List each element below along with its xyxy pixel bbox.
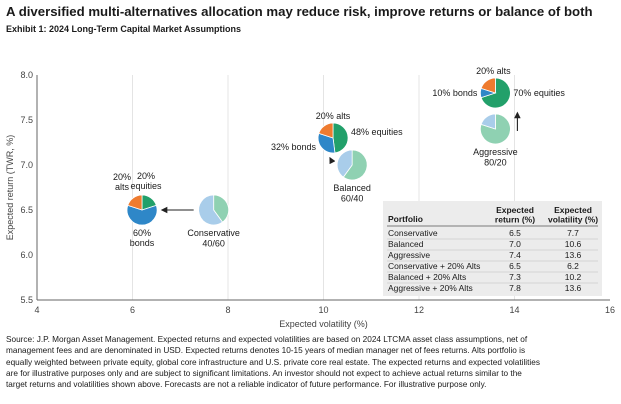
y-tick-label: 5.5 (20, 295, 33, 305)
alts-0-bonds-slice (126, 204, 158, 226)
x-axis-title: Expected volatility (%) (279, 319, 368, 329)
footnote-line: management fees and are denominated in U… (6, 346, 526, 356)
table-cell-portfolio: Aggressive (388, 250, 430, 260)
y-tick-label: 7.5 (20, 115, 33, 125)
baseline-0-equities-slice (213, 194, 229, 223)
baseline-2-bonds-slice (480, 113, 496, 130)
baseline-1-equities-slice (342, 149, 368, 181)
y-tick-label: 6.5 (20, 205, 33, 215)
table-cell-portfolio: Conservative (388, 228, 438, 238)
x-tick-label: 14 (509, 305, 519, 315)
chart-subtitle: Exhibit 1: 2024 Long-Term Capital Market… (6, 24, 242, 34)
x-tick-label: 4 (34, 305, 39, 315)
table-cell-portfolio: Balanced + 20% Alts (388, 272, 466, 282)
alts-0-alts-slice (127, 194, 143, 211)
alts-1-bonds-slice (317, 132, 336, 154)
table-cell-return: 7.4 (509, 250, 521, 260)
table-cell-return: 7.8 (509, 283, 521, 293)
slice-label-alts: 20% (113, 172, 131, 182)
balanced-arrow (329, 156, 336, 165)
table-cell-volatility: 10.6 (565, 239, 582, 249)
slice-label-bonds: 10% bonds (432, 88, 478, 98)
table-cell-portfolio: Balanced (388, 239, 424, 249)
slice-label-alts: alts (115, 182, 130, 192)
table-cell-volatility: 6.2 (567, 261, 579, 271)
slice-label-equities: 70% equities (513, 88, 565, 98)
table-cell-portfolio: Aggressive + 20% Alts (388, 283, 473, 293)
baseline-0-bonds-slice (198, 194, 224, 226)
footnote-line: are for illustrative purposes only and a… (6, 368, 522, 378)
table-cell-return: 7.0 (509, 239, 521, 249)
table-header: Portfolio (388, 214, 423, 224)
table-cell-return: 6.5 (509, 228, 521, 238)
slice-label-equities: equities (131, 181, 163, 191)
x-tick-label: 8 (225, 305, 230, 315)
table-cell-portfolio: Conservative + 20% Alts (388, 261, 480, 271)
portfolio-label: 40/60 (202, 239, 225, 249)
portfolio-label: Aggressive (473, 147, 518, 157)
footnote-line: target returns and volatilities shown ab… (6, 380, 487, 390)
chart-title: A diversified multi-alternatives allocat… (6, 4, 593, 19)
y-axis-title: Expected return (TWR, %) (5, 135, 15, 241)
x-tick-label: 10 (318, 305, 328, 315)
slice-label-equities: 20% (137, 171, 155, 181)
footnote-line: equally weighted between private equity,… (6, 357, 540, 367)
portfolio-label: 60/40 (341, 194, 364, 204)
y-tick-label: 7.0 (20, 160, 33, 170)
table-header: Expected (554, 205, 592, 215)
table-header: return (%) (495, 215, 535, 225)
table-cell-volatility: 7.7 (567, 228, 579, 238)
slice-label-alts: 20% alts (316, 111, 351, 121)
portfolio-label: Conservative (187, 228, 240, 238)
table-cell-volatility: 13.6 (565, 283, 582, 293)
footnote: Source: J.P. Morgan Asset Management. Ex… (6, 334, 618, 390)
slice-label-bonds: 60% (133, 228, 151, 238)
x-tick-label: 16 (605, 305, 615, 315)
portfolio-label: 80/20 (484, 158, 507, 168)
x-tick-label: 6 (130, 305, 135, 315)
table-cell-return: 7.3 (509, 272, 521, 282)
alts-1-equities-slice (332, 122, 349, 154)
alts-2-alts-slice (480, 77, 496, 94)
table-header: Expected (496, 205, 534, 215)
y-tick-label: 8.0 (20, 70, 33, 80)
slice-label-alts: 20% alts (476, 66, 511, 76)
slice-label-equities: 48% equities (351, 127, 403, 137)
slice-label-bonds: bonds (130, 238, 155, 248)
y-tick-label: 6.0 (20, 250, 33, 260)
table-cell-return: 6.5 (509, 261, 521, 271)
portfolio-label: Balanced (333, 183, 371, 193)
table-cell-volatility: 10.2 (565, 272, 582, 282)
alts-1-alts-slice (318, 122, 334, 139)
data-table-background (383, 201, 602, 296)
table-cell-volatility: 13.6 (565, 250, 582, 260)
table-header: volatility (%) (548, 215, 598, 225)
slice-label-bonds: 32% bonds (271, 142, 317, 152)
baseline-1-bonds-slice (336, 149, 353, 178)
x-tick-label: 12 (414, 305, 424, 315)
footnote-line: Source: J.P. Morgan Asset Management. Ex… (6, 335, 528, 344)
